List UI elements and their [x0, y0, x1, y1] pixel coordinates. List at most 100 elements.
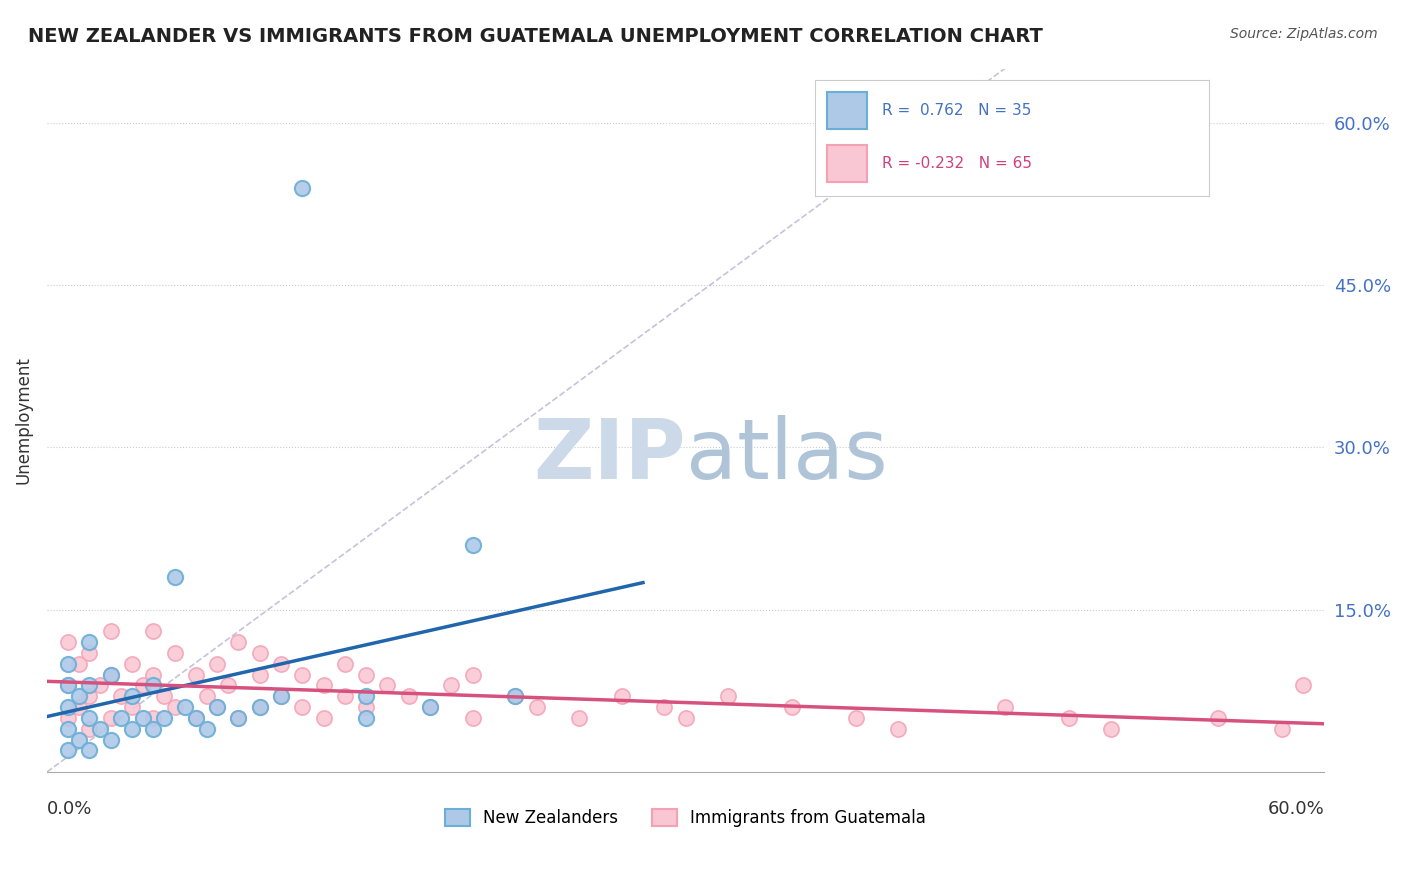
Y-axis label: Unemployment: Unemployment	[15, 356, 32, 484]
Point	[67, 690, 90, 704]
Point	[56, 635, 79, 649]
Point	[184, 711, 207, 725]
Point	[717, 690, 740, 704]
Point	[121, 657, 143, 671]
Point	[163, 646, 186, 660]
Point	[142, 678, 165, 692]
Point	[142, 667, 165, 681]
Point	[110, 690, 132, 704]
Point	[153, 711, 176, 725]
Point	[461, 667, 484, 681]
Text: 0.0%: 0.0%	[46, 800, 93, 818]
Legend: New Zealanders, Immigrants from Guatemala: New Zealanders, Immigrants from Guatemal…	[439, 803, 932, 834]
Point	[121, 700, 143, 714]
Point	[270, 690, 292, 704]
Point	[100, 667, 122, 681]
Text: Source: ZipAtlas.com: Source: ZipAtlas.com	[1230, 27, 1378, 41]
Point	[354, 667, 377, 681]
Point	[440, 678, 463, 692]
Point	[79, 635, 101, 649]
Point	[100, 711, 122, 725]
Point	[568, 711, 591, 725]
Point	[56, 743, 79, 757]
Point	[228, 711, 250, 725]
Point	[153, 690, 176, 704]
Point	[503, 690, 526, 704]
Point	[100, 667, 122, 681]
Point	[228, 635, 250, 649]
Point	[100, 732, 122, 747]
Point	[610, 690, 633, 704]
Point	[195, 722, 218, 736]
Point	[503, 690, 526, 704]
Point	[419, 700, 441, 714]
Point	[291, 667, 314, 681]
Point	[249, 700, 271, 714]
Point	[142, 711, 165, 725]
Point	[205, 700, 228, 714]
Point	[354, 700, 377, 714]
Point	[163, 700, 186, 714]
Point	[56, 657, 79, 671]
Point	[354, 690, 377, 704]
Point	[131, 711, 153, 725]
Point	[100, 624, 122, 639]
Text: 60.0%: 60.0%	[1267, 800, 1324, 818]
Point	[994, 700, 1017, 714]
Point	[291, 180, 314, 194]
Point	[205, 657, 228, 671]
Point	[110, 711, 132, 725]
Point	[312, 678, 335, 692]
Point	[142, 624, 165, 639]
Point	[79, 646, 101, 660]
Point	[56, 700, 79, 714]
Point	[89, 722, 111, 736]
Point	[228, 711, 250, 725]
Text: R = -0.232   N = 65: R = -0.232 N = 65	[883, 156, 1032, 171]
Point	[121, 722, 143, 736]
Text: atlas: atlas	[686, 415, 887, 496]
Point	[249, 700, 271, 714]
FancyBboxPatch shape	[827, 92, 866, 129]
Point	[67, 657, 90, 671]
Point	[270, 690, 292, 704]
Point	[56, 722, 79, 736]
Point	[174, 700, 197, 714]
Point	[79, 722, 101, 736]
Point	[780, 700, 803, 714]
Text: NEW ZEALANDER VS IMMIGRANTS FROM GUATEMALA UNEMPLOYMENT CORRELATION CHART: NEW ZEALANDER VS IMMIGRANTS FROM GUATEMA…	[28, 27, 1043, 45]
Point	[249, 667, 271, 681]
Point	[398, 690, 420, 704]
Text: R =  0.762   N = 35: R = 0.762 N = 35	[883, 103, 1032, 118]
Point	[67, 732, 90, 747]
Point	[652, 700, 675, 714]
Point	[333, 657, 356, 671]
Point	[79, 678, 101, 692]
Point	[195, 690, 218, 704]
Point	[67, 700, 90, 714]
Point	[1292, 678, 1315, 692]
Point	[121, 690, 143, 704]
Point	[461, 538, 484, 552]
Point	[142, 722, 165, 736]
Point	[419, 700, 441, 714]
Point	[217, 678, 239, 692]
Point	[845, 711, 868, 725]
Point	[675, 711, 697, 725]
Point	[79, 711, 101, 725]
Point	[79, 690, 101, 704]
Point	[291, 700, 314, 714]
Point	[56, 711, 79, 725]
Point	[333, 690, 356, 704]
Point	[354, 711, 377, 725]
Point	[79, 743, 101, 757]
Text: ZIP: ZIP	[533, 415, 686, 496]
Point	[461, 711, 484, 725]
Point	[249, 646, 271, 660]
Point	[184, 711, 207, 725]
Point	[1206, 711, 1229, 725]
Point	[131, 678, 153, 692]
Point	[1099, 722, 1122, 736]
Point	[184, 667, 207, 681]
FancyBboxPatch shape	[827, 145, 866, 182]
